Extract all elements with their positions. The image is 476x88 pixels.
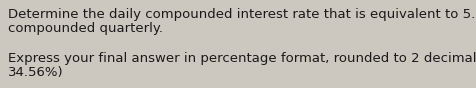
- Text: Determine the daily compounded interest rate that is equivalent to 5.50%: Determine the daily compounded interest …: [8, 8, 476, 21]
- Text: compounded quarterly.: compounded quarterly.: [8, 22, 163, 35]
- Text: 34.56%): 34.56%): [8, 66, 63, 79]
- Text: Express your final answer in percentage format, rounded to 2 decimal places (i.: Express your final answer in percentage …: [8, 52, 476, 65]
